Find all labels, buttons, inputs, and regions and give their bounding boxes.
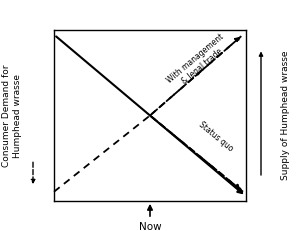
Text: With management
& legal trade: With management & legal trade: [166, 32, 232, 93]
Text: Now: Now: [139, 206, 161, 231]
Text: Consumer Demand for
Humphead wrasse: Consumer Demand for Humphead wrasse: [2, 64, 22, 167]
Text: Supply of Humphead wrasse: Supply of Humphead wrasse: [280, 51, 290, 180]
Text: Status quo: Status quo: [197, 121, 235, 154]
